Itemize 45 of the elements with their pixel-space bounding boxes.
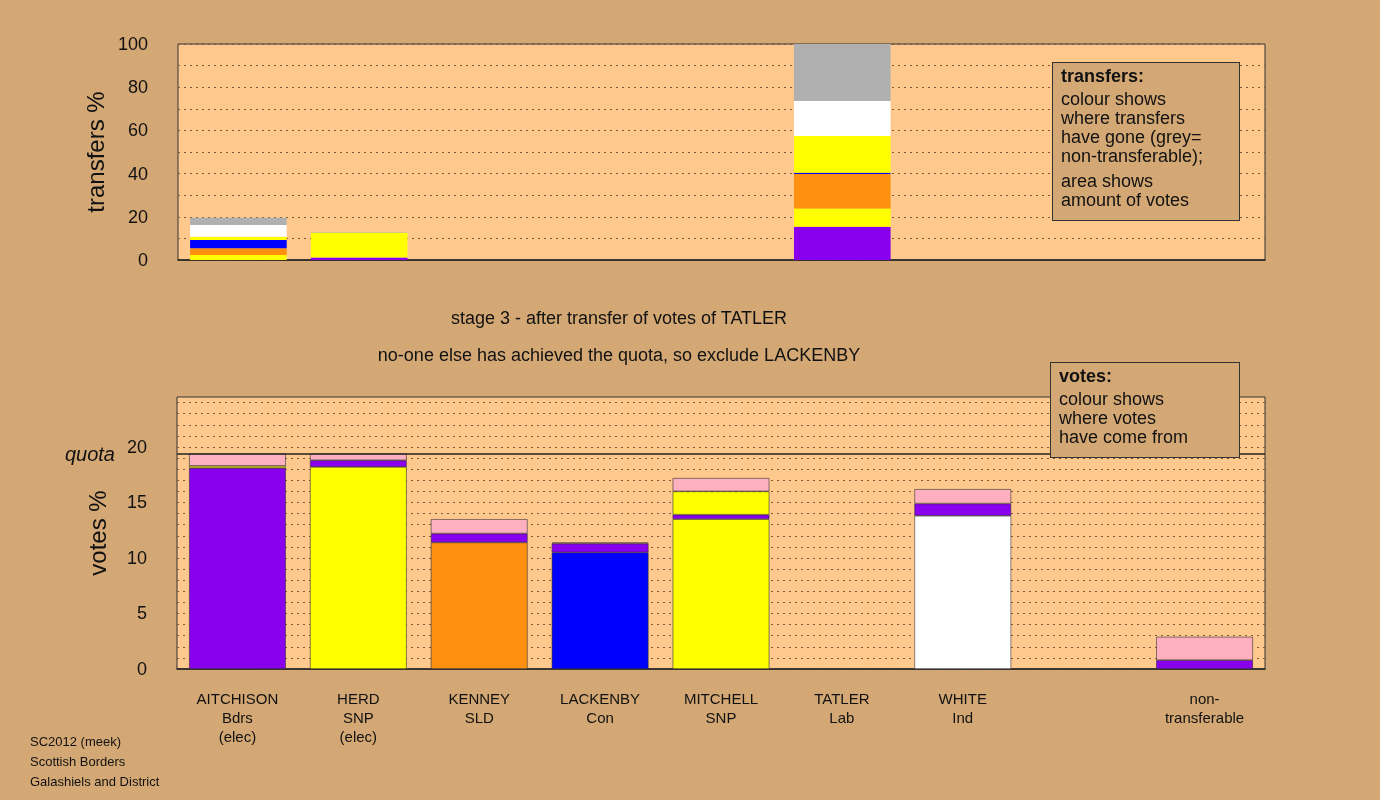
note-box: votes: colour shows where votes have come from xyxy=(1050,362,1240,458)
bar xyxy=(190,236,287,240)
bar xyxy=(190,217,287,226)
x-tick-label: TATLER Lab xyxy=(814,690,870,726)
annotation: transfers: xyxy=(1061,66,1146,86)
bar xyxy=(793,136,891,173)
y-tick-label: 0 xyxy=(136,659,147,679)
x-tick-label: KENNEY SLD xyxy=(448,690,511,726)
x-tick-label: LACKENBY Con xyxy=(560,690,641,726)
bar xyxy=(190,248,287,256)
y-tick-label: 40 xyxy=(127,163,148,184)
y-axis-title: transfers % xyxy=(81,91,109,213)
bar xyxy=(793,101,891,137)
chart-subtitle: no-one else has achieved the quota, so exclude LACKENBY xyxy=(377,345,861,365)
y-tick-label: 20 xyxy=(127,206,148,227)
text: SC2012 (meek) Scottish Borders Galashiels and District xyxy=(30,733,160,791)
y-axis-title: votes % xyxy=(83,490,111,576)
bar xyxy=(310,232,408,258)
x-tick-label: AITCHISON Bdrs (elec) xyxy=(196,690,279,745)
y-tick-label: 5 xyxy=(136,603,147,624)
bar xyxy=(793,174,891,209)
bar xyxy=(793,226,891,260)
x-tick-label: MITCHELL SNP xyxy=(683,690,759,726)
bar xyxy=(190,239,287,249)
x-tick-label: WHITE Ind xyxy=(938,690,987,726)
y-tick-label: 60 xyxy=(127,120,148,141)
annotation: area shows amount of votes xyxy=(1061,171,1191,210)
y-tick-label: 15 xyxy=(126,492,147,513)
ref-line-label: quota xyxy=(64,442,115,465)
note-box: transfers: colour shows where transfers have gone (grey= non-transferable); area shows amount of votes xyxy=(1052,62,1240,221)
annotation: colour shows where transfers have gone (grey= non-transferable); xyxy=(1061,89,1205,166)
y-tick-label: 80 xyxy=(127,77,148,98)
annotation: colour shows where votes have come from xyxy=(1059,389,1190,447)
bar xyxy=(190,225,287,237)
y-tick-label: 20 xyxy=(126,436,147,457)
y-tick-label: 10 xyxy=(126,547,147,568)
chart-title: stage 3 - after transfer of votes of TATLER xyxy=(450,308,788,328)
x-tick-label: non- transferable xyxy=(1164,690,1245,726)
bar xyxy=(189,453,286,466)
bar xyxy=(793,208,891,227)
y-tick-label: 0 xyxy=(137,250,148,270)
y-tick-label: 100 xyxy=(117,34,148,54)
bar xyxy=(793,44,891,102)
bar xyxy=(190,255,287,260)
x-tick-label: HERD SNP (elec) xyxy=(337,690,380,745)
